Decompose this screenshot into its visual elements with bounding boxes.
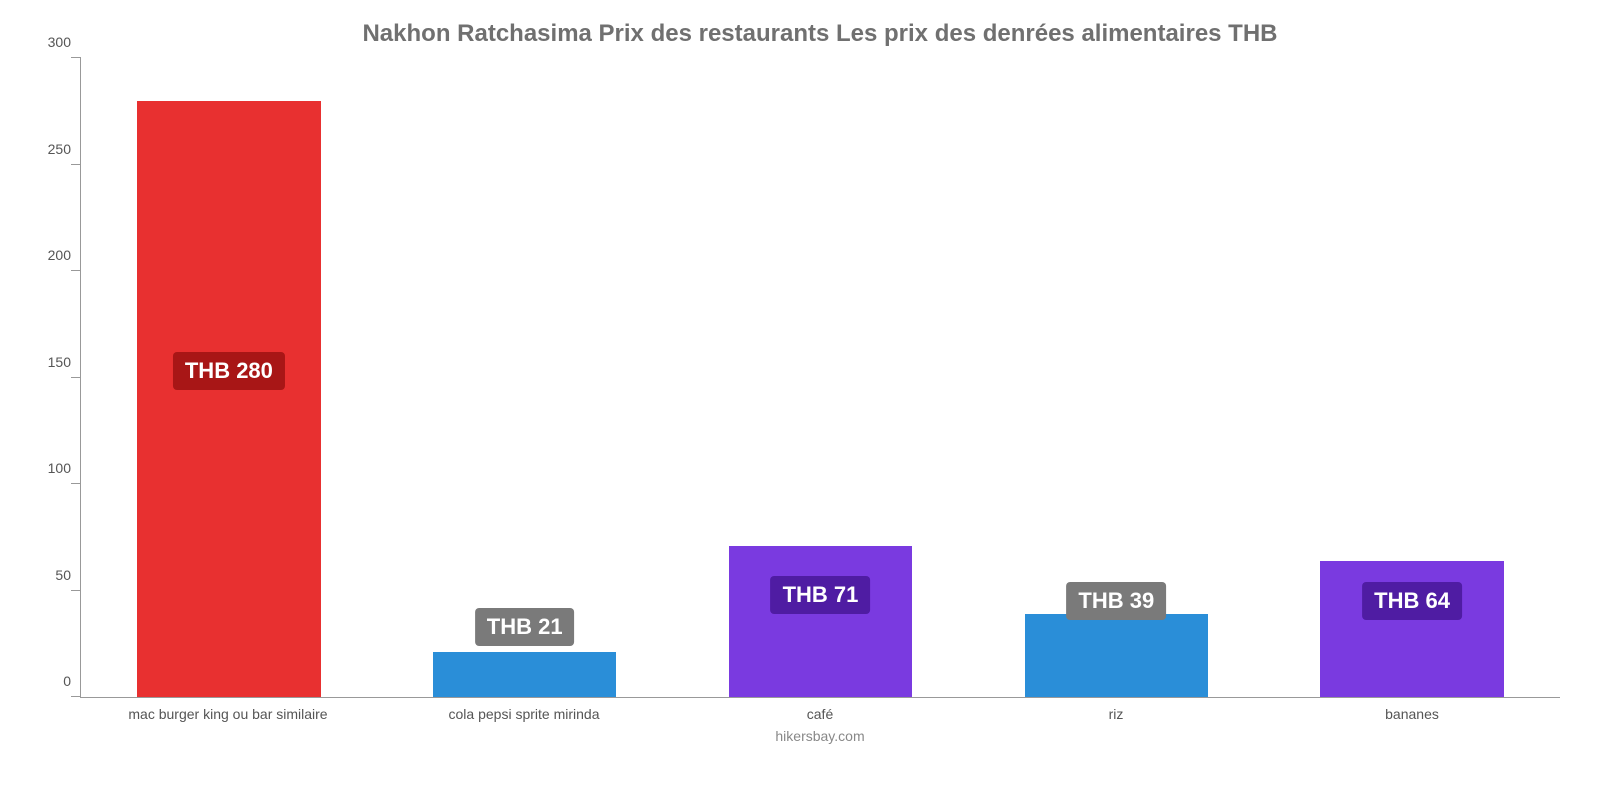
bar (433, 652, 616, 697)
bar (1025, 614, 1208, 697)
bars-container: THB 280 THB 21 THB 71 THB 39 THB 64 (81, 58, 1560, 697)
x-label: cola pepsi sprite mirinda (376, 706, 672, 722)
bar-slot: THB 21 (377, 58, 673, 697)
bar (1320, 561, 1503, 697)
y-tick-label: 300 (31, 34, 71, 50)
y-tick-label: 150 (31, 354, 71, 370)
y-tick-label: 200 (31, 247, 71, 263)
y-tick-label: 250 (31, 141, 71, 157)
chart-footer: hikersbay.com (80, 728, 1560, 744)
value-badge: THB 280 (173, 352, 285, 390)
value-badge: THB 39 (1066, 582, 1166, 620)
x-label: café (672, 706, 968, 722)
price-chart: Nakhon Ratchasima Prix des restaurants L… (0, 0, 1600, 800)
bar-slot: THB 64 (1264, 58, 1560, 697)
bar (137, 101, 320, 697)
y-tick-label: 50 (31, 567, 71, 583)
value-badge: THB 64 (1362, 582, 1462, 620)
y-tick (71, 483, 81, 484)
x-axis-labels: mac burger king ou bar similairecola pep… (80, 706, 1560, 722)
bar-slot: THB 39 (968, 58, 1264, 697)
plot-area: THB 280THB 21THB 71THB 39THB 64 05010015… (80, 58, 1560, 698)
x-label: mac burger king ou bar similaire (80, 706, 376, 722)
y-tick (71, 590, 81, 591)
bar-slot: THB 280 (81, 58, 377, 697)
x-label: bananes (1264, 706, 1560, 722)
y-tick (71, 377, 81, 378)
x-label: riz (968, 706, 1264, 722)
value-badge: THB 71 (771, 576, 871, 614)
y-tick (71, 270, 81, 271)
y-tick (71, 164, 81, 165)
value-badge: THB 21 (475, 608, 575, 646)
y-tick-label: 100 (31, 460, 71, 476)
y-tick-label: 0 (31, 673, 71, 689)
y-tick (71, 696, 81, 697)
chart-title: Nakhon Ratchasima Prix des restaurants L… (80, 20, 1560, 48)
y-tick (71, 57, 81, 58)
bar-slot: THB 71 (673, 58, 969, 697)
bar (729, 546, 912, 697)
